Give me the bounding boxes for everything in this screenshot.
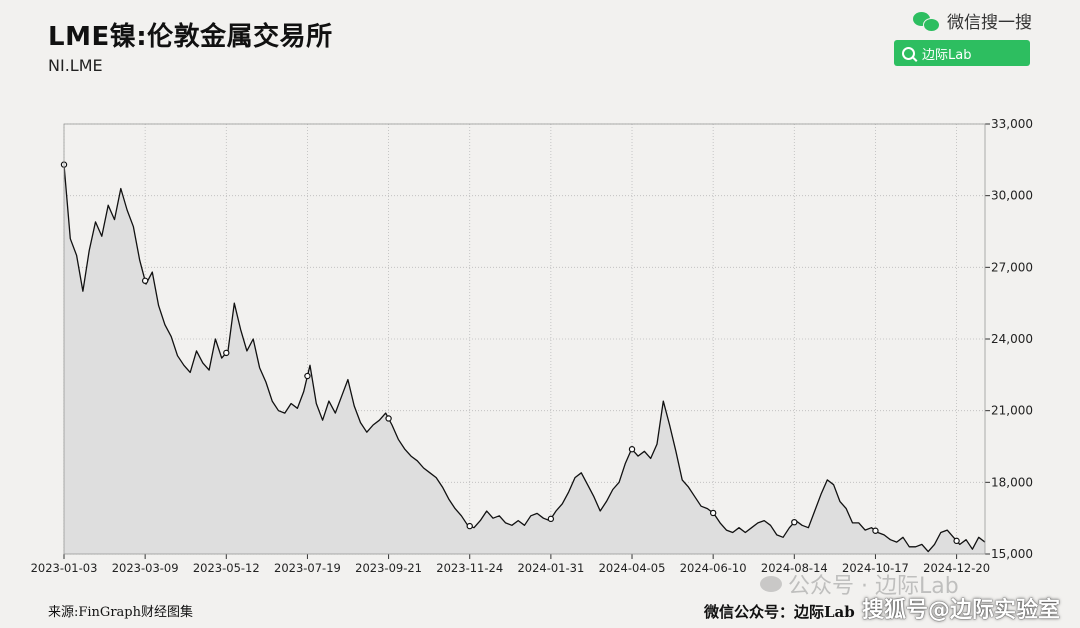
tick-marker [547, 515, 555, 523]
tick-markers [60, 161, 960, 545]
watermark-wechat: 公众号 · 边际Lab [760, 568, 959, 600]
tick-marker [141, 277, 149, 284]
tick-marker [466, 522, 473, 530]
tick-marker [709, 509, 717, 517]
y-tick-label: 24,000 [991, 332, 1033, 346]
x-tick-label: 2023-11-24 [436, 561, 503, 575]
x-tick-label: 2024-12-20 [923, 561, 990, 575]
x-axis-labels: 2023-01-03 2023-03-09 2023-05-12 2023-07-19… [31, 561, 990, 575]
price-line [63, 164, 986, 553]
tick-marker [223, 349, 230, 357]
y-axis-labels: 15,000 18,000 21,000 24,000 27,000 30,000 33,0… [991, 117, 1033, 561]
tick-marker [628, 446, 636, 453]
y-tick-label: 33,000 [991, 117, 1033, 131]
wechat-icon [913, 10, 940, 32]
x-tick-label: 2024-01-31 [517, 561, 584, 575]
x-tick-label: 2024-06-10 [680, 561, 747, 575]
wechat-search-button[interactable]: 边际Lab [894, 40, 1030, 66]
x-tick-label: 2024-04-05 [599, 561, 666, 575]
price-area [64, 164, 985, 554]
x-tick-label: 2023-01-03 [31, 561, 98, 575]
search-icon [902, 46, 915, 60]
wechat-search-text: 微信搜一搜 [947, 13, 1032, 33]
search-button-label: 边际Lab [922, 47, 972, 63]
watermark-text: 公众号 · 边际Lab [788, 574, 959, 599]
source-note: 来源:FinGraph财经图集 [48, 605, 193, 620]
wechat-icon [760, 576, 782, 592]
chart-subtitle: NI.LME [48, 56, 103, 75]
y-tick-label: 18,000 [991, 475, 1033, 489]
tick-marker [872, 527, 879, 534]
x-tick-label: 2024-10-17 [842, 561, 909, 575]
y-tick-label: 27,000 [991, 260, 1033, 274]
tick-marker [791, 518, 798, 526]
tick-marker [304, 372, 311, 380]
footer-account: 微信公众号：边际Lab [704, 603, 855, 621]
x-tick-label: 2023-09-21 [355, 561, 422, 575]
chart-title: LME镍:伦敦金属交易所 [48, 22, 333, 52]
x-tick-label: 2023-05-12 [193, 561, 260, 575]
x-tick-label: 2023-03-09 [112, 561, 179, 575]
x-tick-label: 2023-07-19 [274, 561, 341, 575]
plot-frame [63, 123, 986, 555]
y-tick-label: 21,000 [991, 404, 1033, 418]
y-tick-label: 15,000 [991, 547, 1033, 561]
tick-marker [385, 415, 392, 422]
x-tick-label: 2024-08-14 [761, 561, 828, 575]
watermark-sohu: 搜狐号@边际实验室 [862, 598, 1061, 623]
y-tick-label: 30,000 [991, 189, 1033, 203]
tick-marker [953, 537, 960, 545]
wechat-search-label[interactable]: 微信搜一搜 [913, 8, 1032, 33]
